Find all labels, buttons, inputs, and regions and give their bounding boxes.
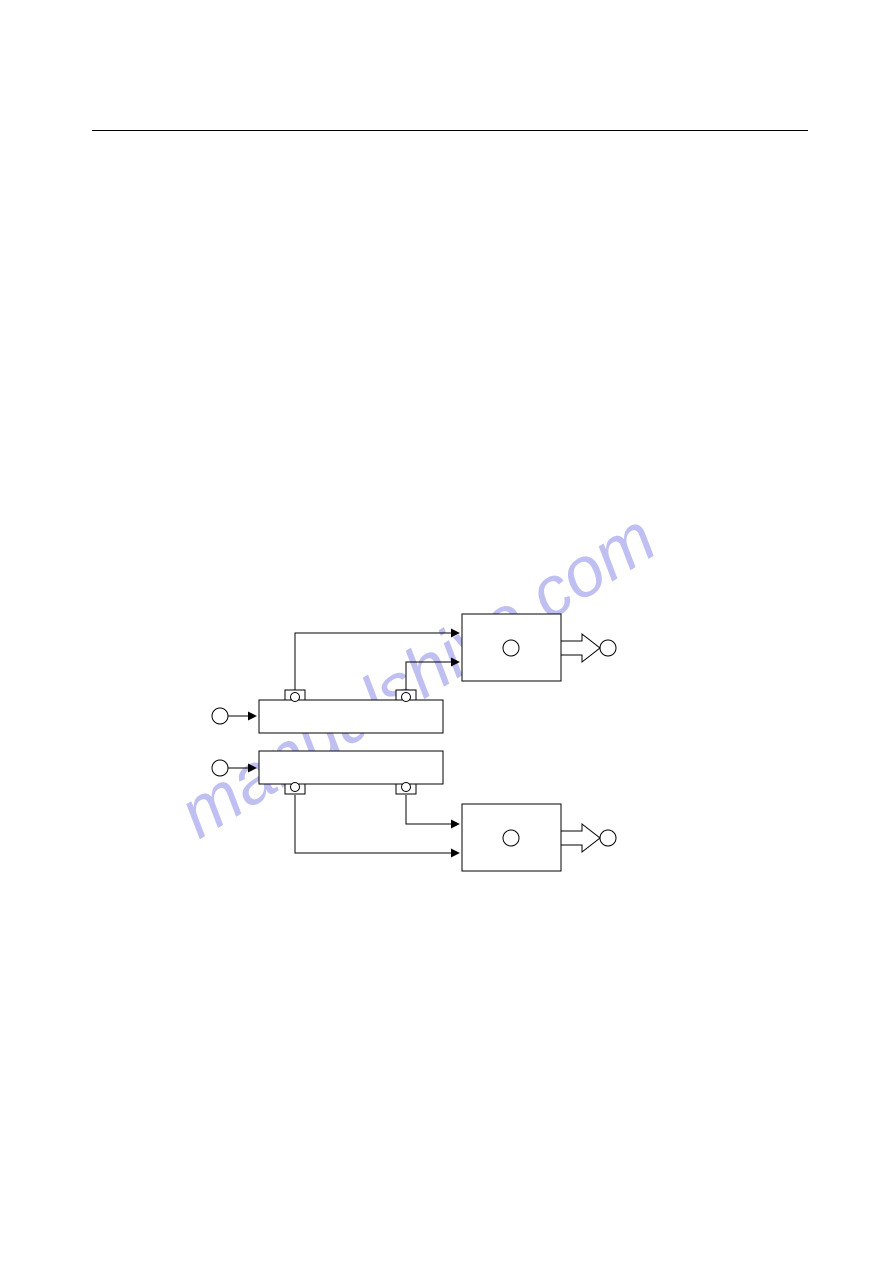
dist-box-top: [259, 700, 443, 733]
ext-output-bottom: [600, 830, 616, 846]
ext-input-top: [212, 708, 228, 724]
page: manualshive.com: [0, 0, 893, 1263]
dist-box-bottom: [259, 751, 443, 784]
port-top-left: [291, 693, 300, 702]
hollow-arrow-bottom: [561, 824, 600, 852]
watermark: manualshive.com: [165, 498, 668, 853]
hollow-arrow-top: [561, 634, 600, 662]
diagram-svg: manualshive.com: [0, 0, 893, 1263]
processor-top-port: [503, 640, 519, 656]
edge-bot-2: [406, 795, 459, 824]
watermark-text: manualshive.com: [165, 498, 668, 853]
port-bottom-left: [291, 783, 300, 792]
port-top-right: [402, 693, 411, 702]
ext-output-top: [600, 640, 616, 656]
port-bottom-right: [402, 783, 411, 792]
ext-input-bottom: [212, 760, 228, 776]
processor-bottom-port: [503, 830, 519, 846]
